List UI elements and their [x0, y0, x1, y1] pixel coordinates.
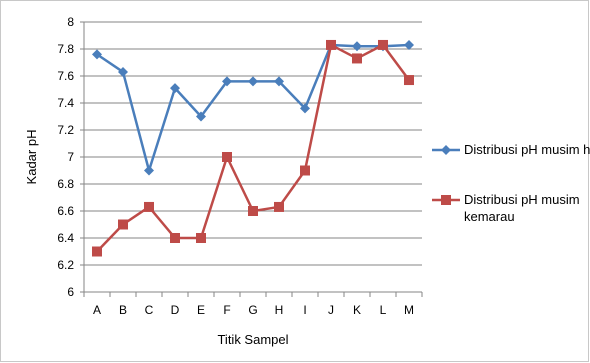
y-tick-label: 7.2: [57, 123, 74, 137]
x-tick-label: A: [93, 303, 101, 317]
y-tick-label: 6.2: [57, 258, 74, 272]
data-point: [222, 152, 232, 162]
y-tick-label: 8: [67, 15, 74, 29]
y-axis-title: Kadar pH: [24, 130, 39, 185]
data-point: [404, 75, 414, 86]
data-point: [248, 76, 258, 87]
y-tick-label: 7.8: [57, 42, 74, 56]
x-tick-labels: A B C D E F G H I J K L M: [93, 303, 414, 317]
y-tick-label: 7.6: [57, 69, 74, 83]
data-point: [404, 39, 414, 50]
data-point: [196, 233, 206, 243]
legend-item-2: Distribusi pH musim kemarau: [432, 192, 580, 224]
y-tick-label: 6.4: [57, 231, 74, 245]
x-tick-label: D: [171, 303, 180, 317]
y-tick-label: 6.6: [57, 204, 74, 218]
data-point: [144, 201, 154, 212]
x-tick-label: J: [328, 303, 334, 317]
data-point: [170, 233, 180, 243]
legend-label: Distribusi pH musim kemarau: [464, 192, 580, 224]
data-point: [118, 66, 128, 77]
data-point: [274, 76, 284, 87]
legend-label: Distribusi pH musim h: [464, 142, 590, 157]
x-tick-label: H: [275, 303, 284, 317]
series-line: [96, 43, 410, 172]
x-tick-label: B: [119, 303, 127, 317]
y-tick-label: 6: [67, 285, 74, 299]
y-tick-label: 6.8: [57, 177, 74, 191]
data-point: [378, 39, 388, 50]
x-tick-label: M: [404, 303, 414, 317]
legend-marker: [441, 145, 451, 155]
axes: [80, 21, 423, 297]
x-tick-label: F: [223, 303, 230, 317]
legend-marker: [441, 195, 451, 205]
y-tick-label: 7: [67, 150, 74, 164]
data-point: [352, 53, 362, 64]
x-tick-label: C: [145, 303, 154, 317]
legend-item-1: Distribusi pH musim h: [432, 142, 590, 157]
data-point: [248, 206, 258, 216]
data-point: [274, 201, 284, 212]
series-1: [92, 39, 414, 176]
legend: Distribusi pH musim h Distribusi pH musim…: [432, 142, 590, 224]
data-point: [118, 219, 128, 230]
x-tick-label: K: [353, 303, 361, 317]
x-tick-label: E: [197, 303, 205, 317]
x-tick-label: G: [248, 303, 257, 317]
data-point: [92, 246, 102, 257]
x-tick-label: L: [380, 303, 387, 317]
x-tick-label: I: [303, 303, 306, 317]
data-point: [300, 103, 310, 114]
data-point: [92, 49, 102, 60]
series-group: [92, 39, 414, 257]
y-tick-label: 7.4: [57, 96, 74, 110]
data-point: [352, 41, 362, 52]
data-point: [196, 111, 206, 122]
data-point: [222, 76, 232, 87]
series-2: [92, 39, 414, 257]
data-point: [326, 39, 336, 50]
data-point: [170, 83, 180, 94]
y-tick-labels: 6 6.2 6.4 6.6 6.8 7 7.2 7.4 7.6 7.8 8: [57, 15, 74, 299]
gridlines: [84, 21, 422, 266]
data-point: [300, 165, 310, 176]
x-axis-title: Titik Sampel: [217, 332, 288, 347]
data-point: [144, 165, 154, 176]
